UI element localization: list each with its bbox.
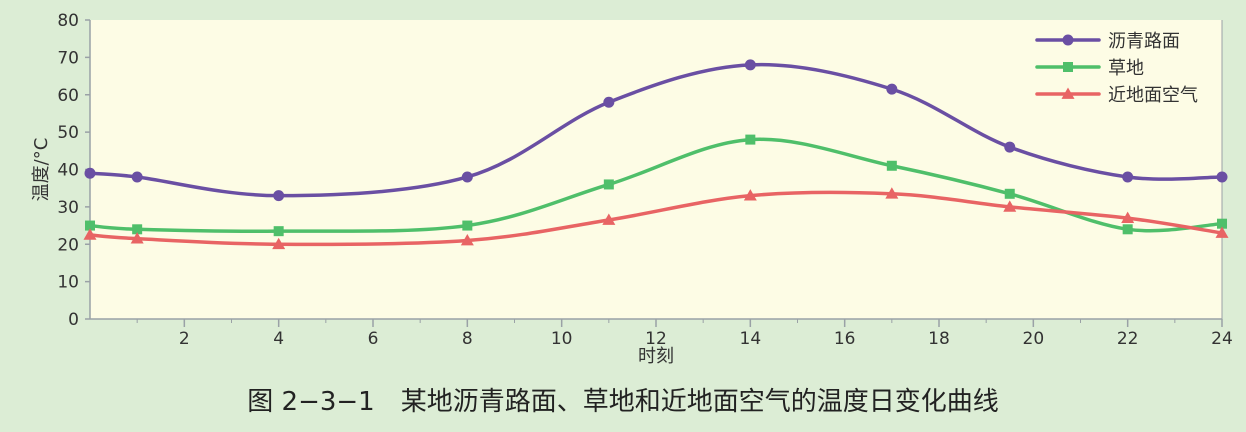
data-point [83,228,97,240]
data-point [885,187,899,199]
plot-area [90,20,1222,319]
x-axis-label: 时刻 [638,346,674,367]
series-group [83,187,1229,250]
data-point [1122,171,1134,183]
data-point [603,96,615,108]
series-line [88,190,1224,247]
data-point [743,189,757,201]
y-tick-label: 30 [57,198,79,218]
data-point [1216,171,1228,183]
x-tick-label: 24 [1211,329,1233,349]
legend-label: 近地面空气 [1108,85,1198,106]
legend-swatch-marker [1063,62,1073,72]
series-layer [83,59,1229,250]
x-tick-label: 10 [551,329,573,349]
data-point [603,179,614,190]
data-point [1004,188,1015,199]
y-tick-label: 60 [57,86,79,106]
y-tick-label: 70 [57,48,79,68]
y-tick-label: 40 [57,161,79,181]
data-point [273,190,285,202]
y-tick-label: 20 [57,235,79,255]
legend-swatch-marker [1061,87,1075,99]
y-tick-label: 80 [57,11,79,31]
figure-caption: 图 2−3−1 某地沥青路面、草地和近地面空气的温度日变化曲线 [247,387,998,417]
legend-swatch-marker [1062,34,1074,46]
data-point [1215,226,1229,238]
data-point [1217,218,1227,229]
data-point [131,171,143,183]
y-tick-label: 0 [68,310,79,330]
data-point [1122,224,1133,235]
x-tick-label: 12 [645,329,667,349]
x-tick-label: 2 [179,329,190,349]
data-point [1004,141,1016,153]
series-group [85,134,1227,237]
data-point [273,226,284,237]
data-point [886,83,898,95]
legend-item: 草地 [1035,58,1144,79]
data-point [1003,200,1017,212]
legend-item: 近地面空气 [1035,85,1198,106]
data-point [272,237,286,250]
x-tick-label: 20 [1023,329,1045,349]
y-axis-label: 温度/°C [31,138,52,202]
legend-label: 沥青路面 [1108,31,1180,52]
legend-label: 草地 [1108,58,1144,79]
data-point [132,224,143,235]
data-point [461,171,473,183]
legend-item: 沥青路面 [1035,31,1180,52]
x-tick-label: 14 [740,329,762,349]
x-tick-label: 22 [1117,329,1139,349]
series-group [84,59,1228,202]
data-point [1121,211,1135,223]
series-line [88,137,1224,234]
x-tick-label: 8 [462,329,473,349]
data-point [886,160,897,171]
x-tick-label: 6 [368,329,379,349]
data-point [745,134,756,145]
x-tick-label: 18 [928,329,950,349]
data-point [85,220,95,231]
x-tick-label: 16 [834,329,856,349]
x-tick-label: 4 [273,329,284,349]
y-tick-label: 10 [57,273,79,293]
data-point [744,59,756,71]
data-point [130,232,144,244]
data-point [462,220,473,231]
y-tick-label: 50 [57,123,79,143]
series-line [88,62,1224,198]
data-point [602,213,616,225]
data-point [84,167,96,179]
data-point [460,234,474,246]
